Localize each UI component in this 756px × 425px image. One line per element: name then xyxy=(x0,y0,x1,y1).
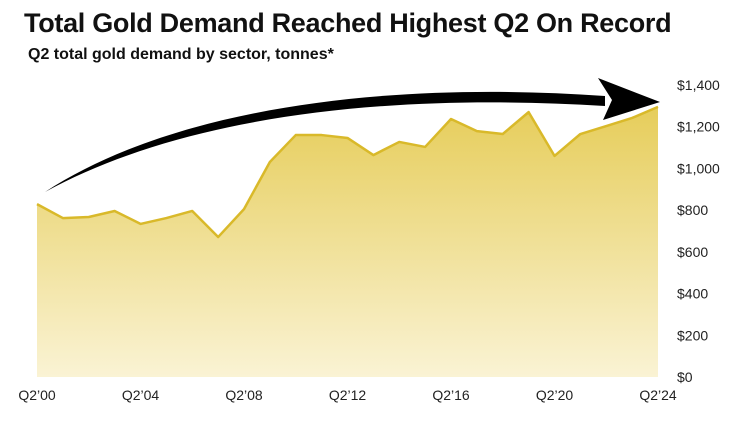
area-fill xyxy=(37,106,658,378)
chart-subtitle: Q2 total gold demand by sector, tonnes* xyxy=(28,46,334,63)
trend-arrow-head xyxy=(598,78,660,120)
y-tick-label: $200 xyxy=(677,327,708,343)
x-tick-label: Q2’12 xyxy=(329,387,367,403)
x-tick-label: Q2’08 xyxy=(225,387,263,403)
trend-arrow-shaft xyxy=(45,91,605,192)
y-tick-label: $400 xyxy=(677,286,708,302)
y-tick-label: $800 xyxy=(677,202,708,218)
y-tick-label: $1,200 xyxy=(677,119,720,135)
x-tick-label: Q2’24 xyxy=(639,387,677,403)
chart-title: Total Gold Demand Reached Highest Q2 On … xyxy=(24,8,672,38)
y-tick-label: $600 xyxy=(677,244,708,260)
x-tick-label: Q2’16 xyxy=(432,387,470,403)
y-tick-label: $0 xyxy=(677,369,693,385)
y-tick-label: $1,000 xyxy=(677,160,720,176)
series-line xyxy=(36,105,659,239)
y-tick-label: $1,400 xyxy=(677,77,720,93)
x-tick-label: Q2’00 xyxy=(18,387,56,403)
x-tick-label: Q2’04 xyxy=(122,387,160,403)
x-tick-label: Q2’20 xyxy=(536,387,574,403)
